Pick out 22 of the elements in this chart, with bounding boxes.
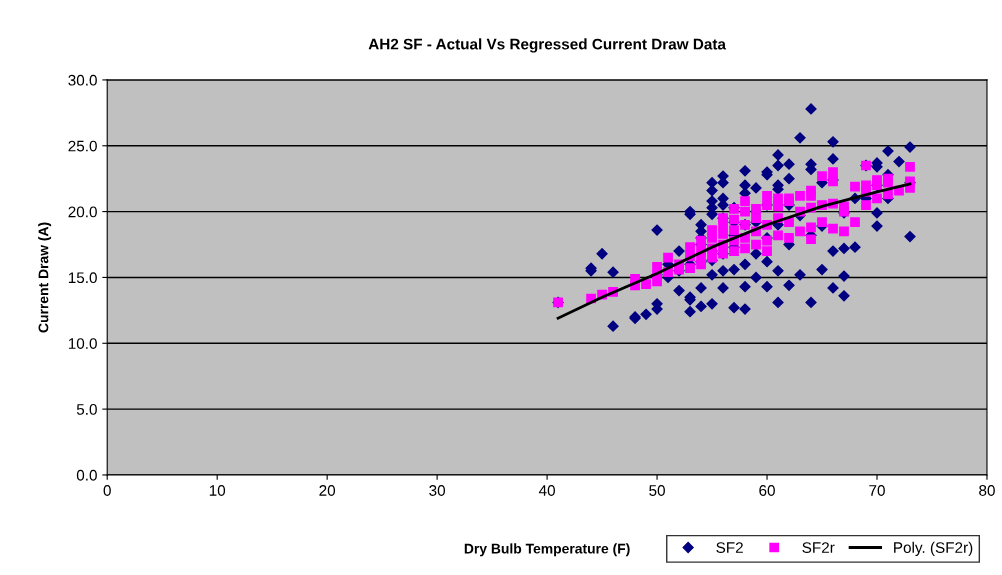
chart-title: AH2 SF - Actual Vs Regressed Current Draw Data: [368, 38, 727, 53]
y-tick-label: 10.0: [68, 338, 97, 349]
x-tick-label: 20: [319, 485, 336, 496]
y-tick-label: 20.0: [68, 206, 97, 218]
x-tick-label: 60: [759, 485, 775, 496]
x-tick-label: 0: [103, 485, 111, 496]
y-tick-label: 30.0: [68, 74, 97, 86]
x-tick-label: 10: [209, 485, 226, 496]
legend-label: Poly. (SF2r): [894, 541, 973, 557]
y-tick-label: 25.0: [68, 140, 97, 152]
x-tick-label: 30: [429, 485, 446, 496]
y-axis-title: Current Draw (A): [38, 222, 52, 333]
legend-label: SF2: [716, 542, 743, 553]
y-tick-label: 5.0: [76, 403, 97, 415]
x-tick-label: 80: [979, 485, 995, 496]
y-tick-label: 15.0: [68, 272, 97, 284]
x-tick-label: 40: [538, 485, 555, 496]
x-axis-title: Dry Bulb Temperature (F): [464, 543, 630, 557]
y-tick-label: 0.0: [76, 469, 97, 481]
x-tick-label: 70: [869, 485, 885, 496]
x-tick-label: 50: [649, 485, 665, 496]
legend-label: SF2r: [802, 542, 835, 553]
